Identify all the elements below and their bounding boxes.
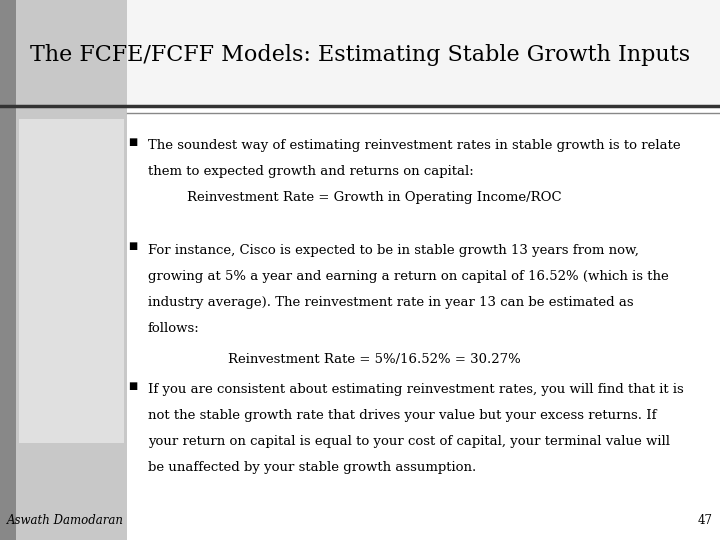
Bar	[127, 0, 720, 106]
Text: ■: ■	[129, 241, 138, 252]
Text: If you are consistent about estimating reinvestment rates, you will find that it: If you are consistent about estimating r…	[148, 383, 683, 396]
Text: For instance, Cisco is expected to be in stable growth 13 years from now,: For instance, Cisco is expected to be in…	[148, 244, 639, 257]
Text: them to expected growth and returns on capital:: them to expected growth and returns on c…	[148, 165, 473, 178]
Text: 47: 47	[698, 514, 713, 526]
Text: ■: ■	[129, 381, 138, 391]
Text: your return on capital is equal to your cost of capital, your terminal value wil: your return on capital is equal to your …	[148, 435, 670, 448]
Text: follows:: follows:	[148, 322, 199, 335]
Text: industry average). The reinvestment rate in year 13 can be estimated as: industry average). The reinvestment rate…	[148, 296, 633, 309]
Bar	[0, 0, 16, 540]
Text: The FCFE/FCFF Models: Estimating Stable Growth Inputs: The FCFE/FCFF Models: Estimating Stable …	[30, 44, 690, 66]
Text: not the stable growth rate that drives your value but your excess returns. If: not the stable growth rate that drives y…	[148, 409, 656, 422]
Text: Reinvestment Rate = Growth in Operating Income/ROC: Reinvestment Rate = Growth in Operating …	[187, 191, 562, 204]
Bar	[19, 119, 124, 443]
Bar	[16, 0, 127, 540]
Text: ■: ■	[129, 137, 138, 147]
Text: Reinvestment Rate = 5%/16.52% = 30.27%: Reinvestment Rate = 5%/16.52% = 30.27%	[228, 353, 521, 366]
Text: growing at 5% a year and earning a return on capital of 16.52% (which is the: growing at 5% a year and earning a retur…	[148, 270, 668, 283]
Text: The soundest way of estimating reinvestment rates in stable growth is to relate: The soundest way of estimating reinvestm…	[148, 139, 680, 152]
Text: Aswath Damodaran: Aswath Damodaran	[7, 514, 125, 526]
Text: be unaffected by your stable growth assumption.: be unaffected by your stable growth assu…	[148, 461, 476, 474]
